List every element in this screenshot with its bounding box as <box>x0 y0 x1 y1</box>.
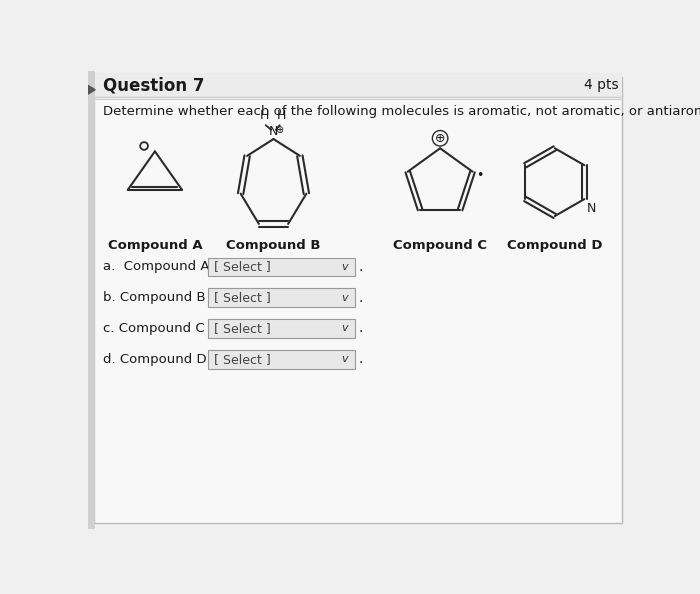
Text: [ Select ]: [ Select ] <box>214 260 271 273</box>
Text: [ Select ]: [ Select ] <box>214 291 271 304</box>
FancyBboxPatch shape <box>208 258 355 276</box>
FancyBboxPatch shape <box>208 350 355 368</box>
Polygon shape <box>88 85 95 94</box>
Text: .: . <box>358 290 363 305</box>
Text: ⊕: ⊕ <box>435 132 445 145</box>
Text: ⊕: ⊕ <box>275 125 283 135</box>
Text: Determine whether each of the following molecules is aromatic, not aromatic, or : Determine whether each of the following … <box>103 105 700 118</box>
Text: [ Select ]: [ Select ] <box>214 353 271 366</box>
Text: v: v <box>341 324 347 333</box>
Text: Question 7: Question 7 <box>103 76 204 94</box>
Text: v: v <box>341 262 347 272</box>
Text: •: • <box>476 169 483 182</box>
FancyBboxPatch shape <box>95 73 622 97</box>
FancyBboxPatch shape <box>94 77 622 523</box>
Text: H: H <box>276 109 286 122</box>
Text: v: v <box>341 354 347 364</box>
Text: Compound A: Compound A <box>108 239 202 252</box>
Text: Compound C: Compound C <box>393 239 487 252</box>
Text: .: . <box>358 260 363 274</box>
Text: [ Select ]: [ Select ] <box>214 322 271 335</box>
Text: H: H <box>260 109 269 122</box>
Text: .: . <box>358 352 363 366</box>
Text: Compound B: Compound B <box>226 239 321 252</box>
Text: a.  Compound A is: a. Compound A is <box>103 260 225 273</box>
Text: N: N <box>587 202 596 215</box>
Text: b. Compound B is: b. Compound B is <box>103 291 220 304</box>
Text: N: N <box>269 125 278 138</box>
FancyBboxPatch shape <box>88 71 95 529</box>
Text: c. Compound C is: c. Compound C is <box>103 322 220 335</box>
Text: .: . <box>358 321 363 336</box>
FancyBboxPatch shape <box>208 289 355 307</box>
Text: v: v <box>341 293 347 303</box>
Text: Compound D: Compound D <box>507 239 603 252</box>
FancyBboxPatch shape <box>208 319 355 338</box>
Text: 4 pts: 4 pts <box>584 78 618 92</box>
Text: d. Compound D is: d. Compound D is <box>103 353 221 366</box>
